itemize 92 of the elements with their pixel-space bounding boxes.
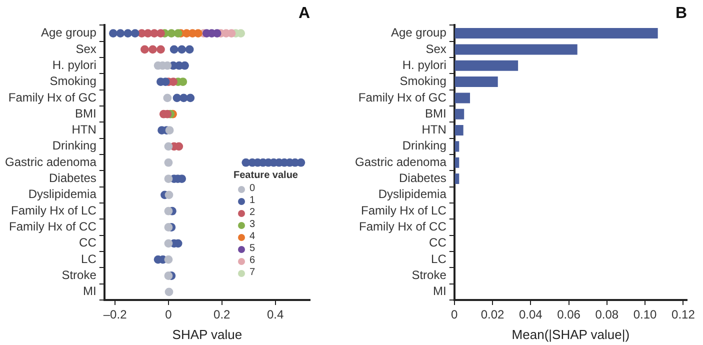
y-tick-label: Smoking xyxy=(400,74,446,88)
y-tick-label: BMI xyxy=(425,106,446,120)
y-tick-label: CC xyxy=(429,236,447,250)
y-tick-label: Family Hx of LC xyxy=(11,203,97,218)
legend-label: 6 xyxy=(250,255,256,267)
chart-title: B xyxy=(675,5,687,22)
y-tick-label: Age group xyxy=(40,26,97,40)
y-tick-label: CC xyxy=(79,236,97,250)
point xyxy=(124,29,132,38)
bar xyxy=(454,28,658,39)
y-tick-label: HTN xyxy=(72,122,96,137)
y-tick-label: Dyslipidemia xyxy=(378,187,447,202)
point xyxy=(163,94,172,102)
y-tick-label: H. pylori xyxy=(52,58,96,72)
bar xyxy=(454,108,464,120)
point xyxy=(185,45,194,54)
legend-label: 0 xyxy=(250,183,256,195)
y-tick-label: MI xyxy=(83,284,96,298)
y-tick-label: Sex xyxy=(76,42,96,56)
y-tick-label: MI xyxy=(433,284,446,298)
y-tick-label: Gastric adenoma xyxy=(354,154,447,169)
x-tick-label: –0.2 xyxy=(103,308,128,322)
x-tick-label: 0 xyxy=(451,308,458,322)
y-tick-label: Family Hx of GC xyxy=(358,90,447,104)
y-tick-label: Family Hx of LC xyxy=(361,203,447,218)
point xyxy=(130,29,140,38)
point xyxy=(178,45,186,54)
x-tick-label: 0.06 xyxy=(557,308,581,322)
y-tick-label: LC xyxy=(431,252,447,266)
legend-label: 3 xyxy=(250,219,256,231)
y-tick-label: Dyslipidemia xyxy=(28,187,97,202)
bar xyxy=(454,141,460,152)
y-tick-label: Diabetes xyxy=(49,171,96,186)
legend-title: Feature value xyxy=(234,170,298,182)
x-tick-label: 0.4 xyxy=(266,308,284,322)
x-tick-label: 0 xyxy=(165,308,172,322)
legend-label: 7 xyxy=(250,267,256,279)
x-axis-title: Mean(|SHAP value|) xyxy=(512,326,630,342)
point xyxy=(172,94,182,102)
y-tick-label: Sex xyxy=(426,42,446,56)
point xyxy=(148,45,157,54)
bar xyxy=(454,92,470,104)
y-tick-label: Family Hx of CC xyxy=(359,220,447,234)
y-tick-label: HTN xyxy=(422,122,446,137)
point xyxy=(164,190,174,200)
x-tick-label: 0.12 xyxy=(672,308,696,322)
y-tick-label: Age group xyxy=(390,26,447,40)
point xyxy=(164,255,173,264)
y-tick-label: BMI xyxy=(75,106,96,120)
y-tick-label: Family Hx of GC xyxy=(8,90,97,104)
x-tick-label: 0.02 xyxy=(480,308,505,322)
legend-label: 5 xyxy=(250,243,256,255)
bar xyxy=(454,157,460,168)
point xyxy=(164,158,173,167)
y-tick-label: H. pylori xyxy=(402,58,446,72)
y-tick-label: Diabetes xyxy=(399,171,446,186)
x-tick-label: 0.08 xyxy=(595,308,619,322)
point xyxy=(164,174,173,183)
y-tick-label: Family Hx of CC xyxy=(9,220,97,234)
point xyxy=(156,45,165,54)
y-tick-label: Drinking xyxy=(52,138,96,153)
point xyxy=(242,158,250,167)
legend-label: 2 xyxy=(250,207,256,219)
bar xyxy=(454,60,518,71)
y-tick-label: Smoking xyxy=(50,74,96,88)
point xyxy=(164,142,173,151)
bar xyxy=(454,44,578,55)
point xyxy=(116,29,125,38)
point xyxy=(164,239,173,248)
point xyxy=(164,223,173,232)
x-axis-title: SHAP value xyxy=(172,326,242,342)
bar xyxy=(454,125,464,136)
bar xyxy=(454,76,498,88)
point xyxy=(170,45,178,54)
y-tick-label: Gastric adenoma xyxy=(4,154,97,169)
point xyxy=(164,288,174,296)
point xyxy=(140,45,149,54)
y-tick-label: Stroke xyxy=(412,268,447,282)
chart-title: A xyxy=(298,5,310,22)
bar xyxy=(454,174,460,184)
legend-label: 4 xyxy=(250,231,256,243)
x-tick-label: 0.10 xyxy=(633,308,658,322)
y-tick-label: LC xyxy=(81,252,97,266)
y-tick-label: Stroke xyxy=(62,268,97,282)
point xyxy=(165,126,174,134)
x-tick-label: 0.2 xyxy=(214,308,231,322)
legend-label: 1 xyxy=(250,195,256,207)
x-tick-label: 0.04 xyxy=(518,308,543,322)
point xyxy=(108,29,118,38)
y-tick-label: Drinking xyxy=(402,138,446,153)
point xyxy=(164,206,173,216)
point xyxy=(164,272,173,280)
